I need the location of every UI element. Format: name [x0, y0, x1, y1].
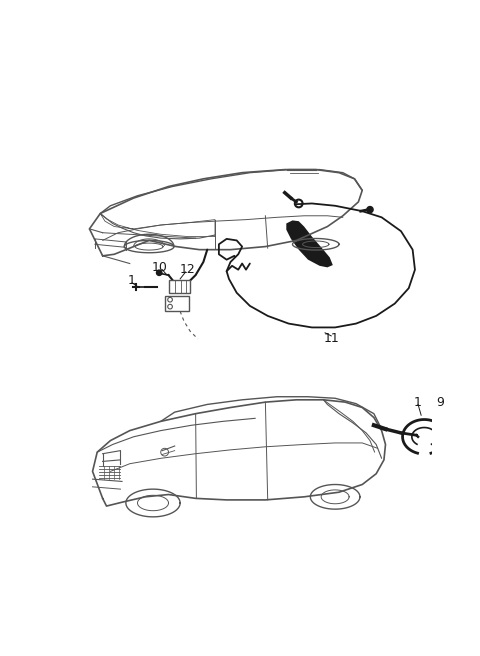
- Text: 11: 11: [324, 333, 339, 346]
- Bar: [165, 296, 190, 311]
- Text: 12: 12: [180, 263, 196, 276]
- Text: 1: 1: [414, 396, 422, 409]
- Text: 10: 10: [151, 261, 167, 274]
- Circle shape: [156, 270, 162, 276]
- Circle shape: [367, 207, 373, 213]
- Text: 1: 1: [128, 274, 136, 287]
- Polygon shape: [286, 220, 333, 268]
- Bar: [168, 281, 190, 293]
- Text: 9: 9: [436, 396, 444, 409]
